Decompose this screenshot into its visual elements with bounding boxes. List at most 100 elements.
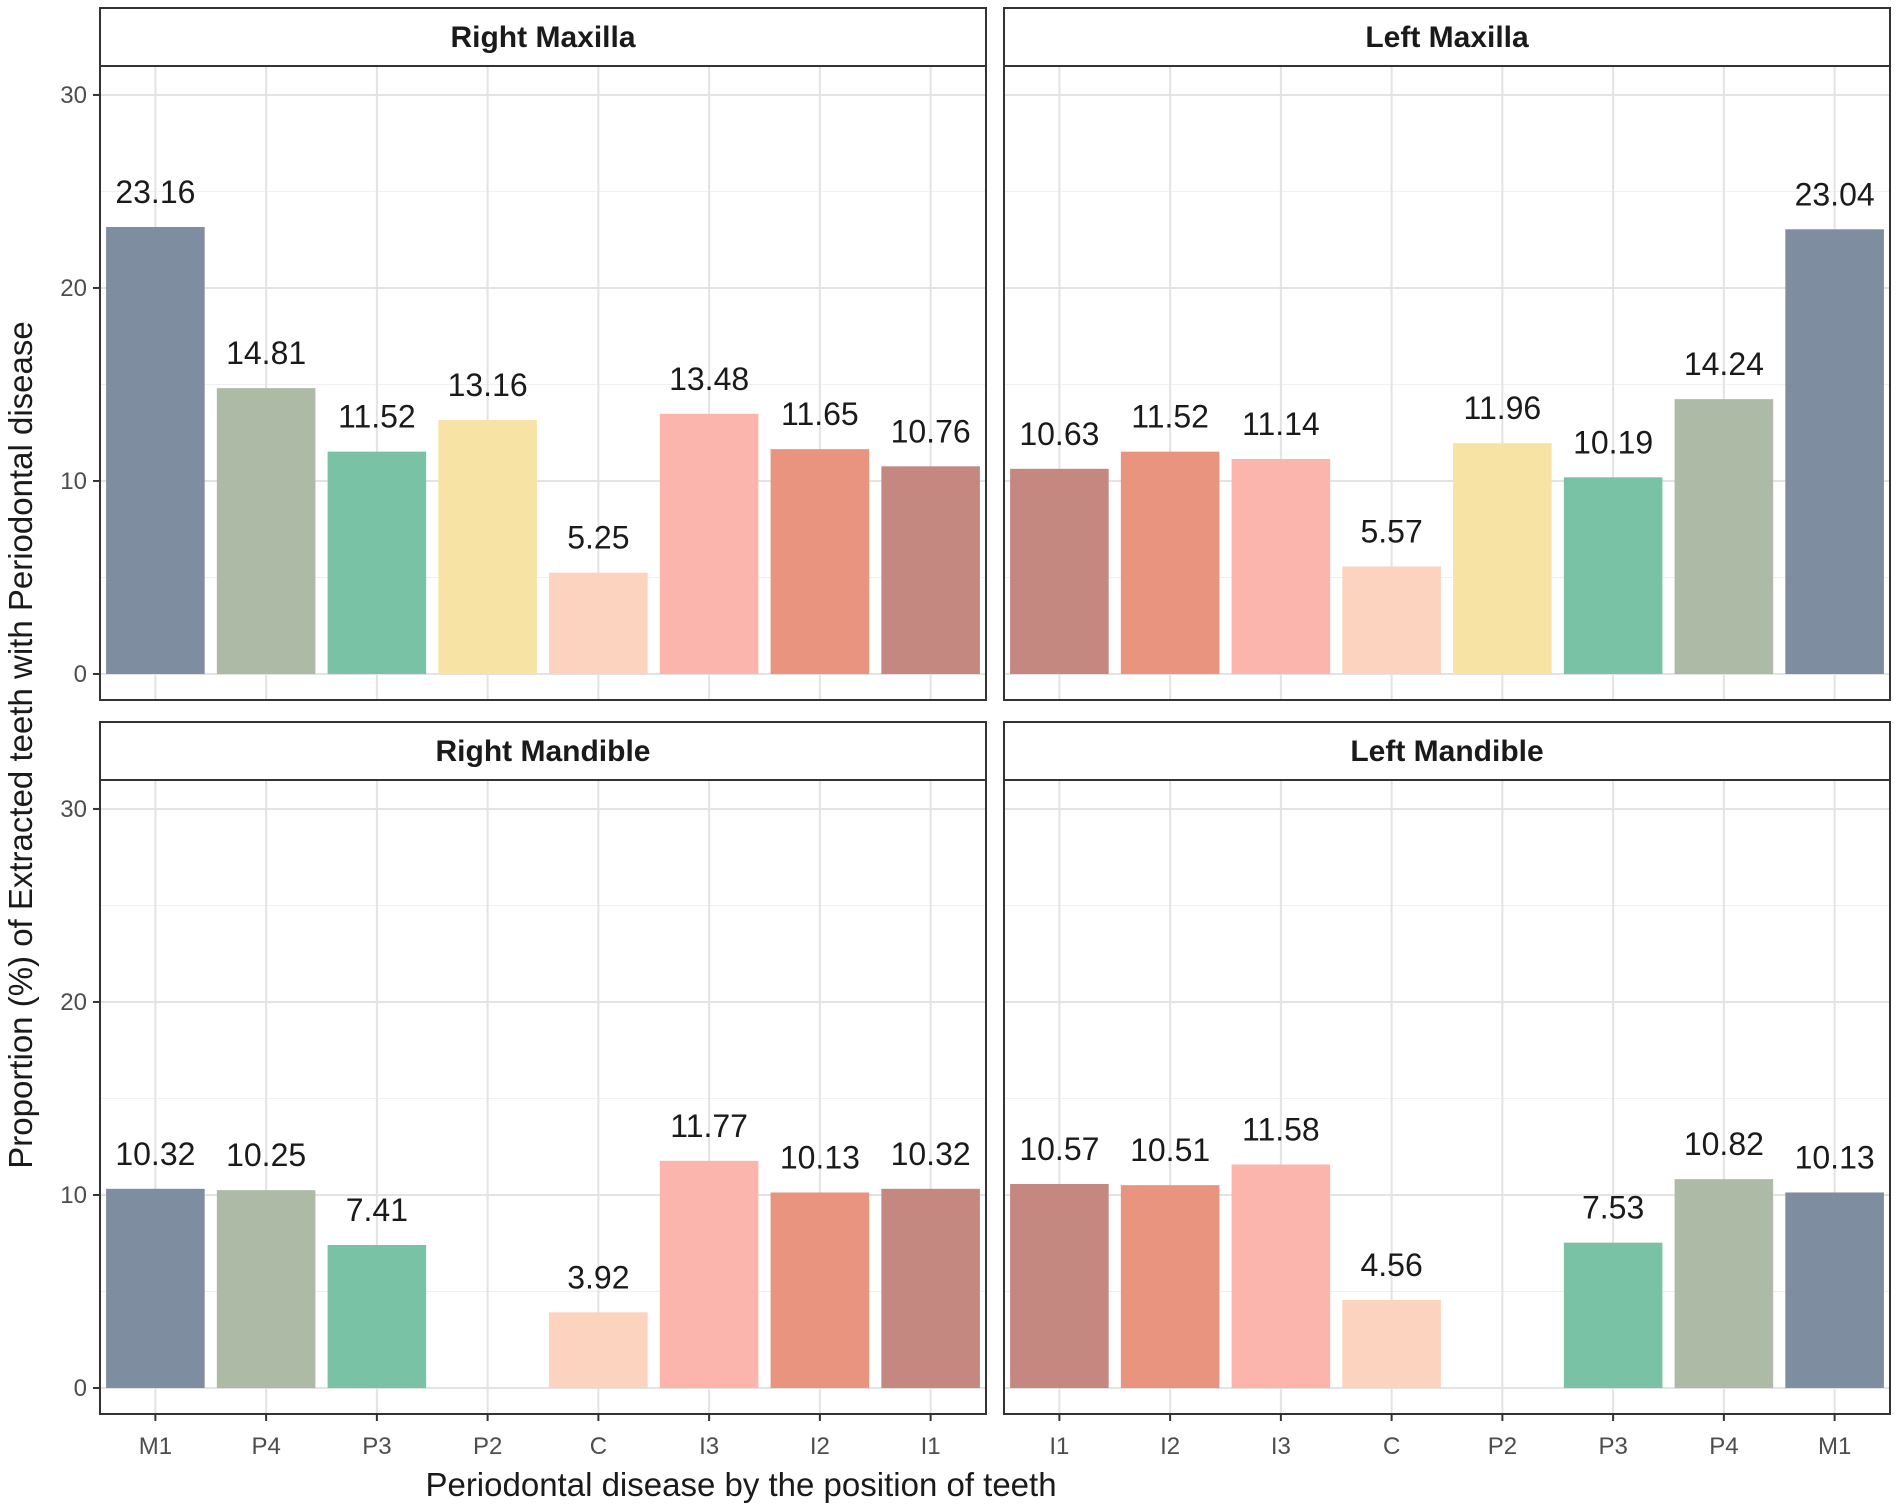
y-tick-label: 0 [74,661,87,688]
value-label: 11.58 [1242,1111,1320,1147]
value-label: 11.65 [781,396,859,432]
bar-i2 [770,449,870,674]
value-label: 10.51 [1130,1132,1210,1168]
value-label: 14.81 [226,335,306,371]
value-label: 7.53 [1582,1190,1644,1226]
value-label: 14.24 [1684,346,1764,382]
bar-m1 [106,226,205,675]
strip-background [99,721,987,781]
bar-p3 [1563,477,1663,674]
y-tick-label: 20 [60,275,87,302]
strip-title: Left Maxilla [1365,21,1529,54]
y-tick-label: 30 [60,82,87,109]
value-label: 13.48 [669,361,749,397]
x-tick-label: I3 [699,1433,719,1460]
value-label: 10.25 [226,1137,306,1173]
value-label: 4.56 [1360,1247,1422,1283]
panel-left-maxilla: 10.63 11.52 11.14 5.57 11.96 10.19 14.24 23.04 L… [1003,7,1891,701]
bar-p3 [327,451,427,674]
bar-c [1342,1299,1441,1388]
bar-p4 [216,388,316,674]
bar-i1 [881,1188,980,1388]
value-label: 7.41 [346,1192,408,1228]
x-tick-label: P4 [1709,1433,1738,1460]
value-label: 10.13 [1795,1139,1875,1175]
bar-i3 [1231,458,1331,674]
panel-left-mandible: 10.57 10.51 11.58 4.56 7.53 10.82 10.13 Left Ma… [1003,721,1891,1460]
x-tick-label: P2 [473,1433,502,1460]
x-axis-title: Periodontal disease by the position of t… [425,1466,1056,1503]
value-label: 11.52 [1131,399,1209,435]
y-tick-label: 10 [60,1182,87,1209]
bar-m1 [1785,1192,1884,1388]
bar-p3 [1563,1242,1663,1388]
x-tick-label: P3 [1598,1433,1627,1460]
value-label: 10.63 [1019,416,1099,452]
x-tick-label: I2 [810,1433,830,1460]
x-tick-label: P2 [1488,1433,1517,1460]
bar-i3 [1231,1164,1331,1388]
strip-background [99,7,987,67]
y-tick-label: 20 [60,989,87,1016]
bar-c [1342,566,1441,674]
x-tick-label: I1 [1049,1433,1069,1460]
x-tick-label: M1 [1818,1433,1851,1460]
bar-m1 [1785,229,1884,674]
bar-p4 [216,1190,316,1388]
bar-i2 [770,1192,870,1388]
x-tick-label: C [1383,1433,1400,1460]
bar-i1 [1010,468,1109,674]
value-label: 11.96 [1464,390,1542,426]
bar-i1 [1010,1183,1109,1388]
strip-background [1003,7,1891,67]
bar-i1 [881,466,980,674]
y-tick-label: 0 [74,1375,87,1402]
bar-i3 [659,1160,759,1388]
value-label: 5.57 [1360,513,1422,549]
panel-right-mandible: 10.32 10.25 7.41 3.92 11.77 10.13 10.32 Right M… [60,721,987,1460]
bar-i3 [659,413,759,674]
bar-p4 [1674,1179,1774,1388]
x-tick-label: P4 [251,1433,280,1460]
value-label: 10.19 [1573,424,1653,460]
x-tick-label: C [590,1433,607,1460]
x-tick-label: P3 [362,1433,391,1460]
x-tick-label: M1 [139,1433,172,1460]
strip-title: Left Mandible [1350,735,1543,768]
x-tick-label: I2 [1160,1433,1180,1460]
bar-p3 [327,1244,427,1388]
bar-p4 [1674,399,1774,674]
bar-p2 [438,419,537,674]
value-label: 11.14 [1242,406,1320,442]
value-label: 10.32 [891,1136,971,1172]
value-label: 5.25 [567,520,629,556]
value-label: 11.77 [670,1108,748,1144]
value-label: 10.57 [1019,1131,1099,1167]
value-label: 23.16 [115,174,195,210]
value-label: 23.04 [1795,176,1875,212]
value-label: 11.52 [338,399,416,435]
bar-p2 [1453,443,1552,674]
strip-background [1003,721,1891,781]
value-label: 10.13 [780,1139,860,1175]
y-axis-title: Proportion (%) of Extracted teeth with P… [2,321,39,1168]
value-label: 3.92 [567,1259,629,1295]
strip-title: Right Mandible [436,735,651,768]
bar-c [549,572,648,674]
bar-i2 [1120,451,1220,674]
value-label: 10.82 [1684,1126,1764,1162]
bar-i2 [1120,1185,1220,1388]
x-tick-label: I1 [921,1433,941,1460]
value-label: 13.16 [448,367,528,403]
y-tick-label: 30 [60,796,87,823]
panel-right-maxilla: 23.16 14.81 11.52 13.16 5.25 13.48 11.65 10.76 R… [60,7,987,701]
bar-m1 [106,1188,205,1388]
value-label: 10.32 [115,1136,195,1172]
x-tick-label: I3 [1271,1433,1291,1460]
y-tick-label: 10 [60,468,87,495]
strip-title: Right Maxilla [450,21,635,54]
value-label: 10.76 [891,413,971,449]
bar-c [549,1312,648,1388]
